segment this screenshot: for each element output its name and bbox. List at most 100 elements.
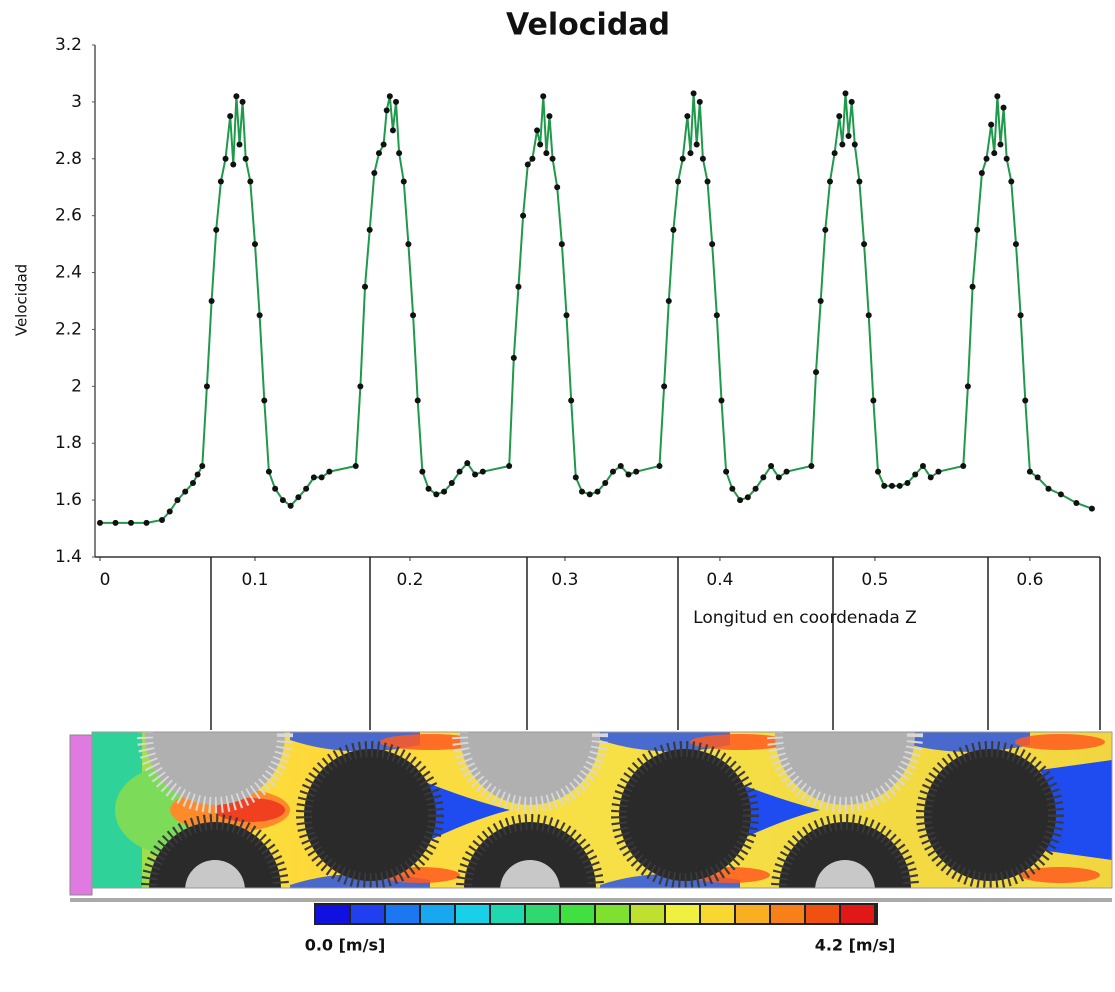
- data-point: [831, 150, 838, 157]
- data-point: [665, 298, 672, 304]
- data-point: [230, 161, 237, 168]
- chart-title: Velocidad: [506, 8, 670, 43]
- data-point: [433, 491, 440, 498]
- data-point: [690, 90, 697, 97]
- colorbar-swatch: [701, 905, 734, 923]
- data-point: [808, 462, 815, 469]
- colorbar-swatch: [386, 905, 419, 923]
- data-point: [362, 283, 369, 290]
- data-point: [515, 283, 522, 290]
- data-point: [143, 519, 150, 526]
- data-point: [295, 494, 302, 501]
- data-point: [602, 480, 609, 487]
- data-point: [227, 113, 234, 120]
- data-point: [865, 312, 872, 319]
- data-point: [546, 113, 553, 120]
- data-point: [194, 471, 201, 478]
- divider-lines: [210, 557, 1101, 730]
- data-point: [935, 468, 942, 475]
- y-tick-label: 2.2: [55, 319, 82, 339]
- data-point: [1022, 397, 1029, 404]
- y-tick-label: 2: [71, 376, 82, 396]
- data-point: [217, 178, 224, 185]
- data-point: [448, 480, 455, 487]
- data-point: [974, 226, 981, 233]
- x-axis-label: Longitud en coordenada Z: [693, 608, 917, 628]
- data-point: [410, 312, 417, 319]
- data-point: [919, 462, 926, 469]
- data-point: [912, 471, 919, 478]
- data-line: [100, 93, 1093, 524]
- data-point: [783, 468, 790, 475]
- colorbar-swatch: [806, 905, 839, 923]
- data-point: [633, 468, 640, 475]
- data-point: [456, 468, 463, 475]
- data-point: [848, 98, 855, 105]
- data-point: [729, 485, 736, 492]
- data-point: [127, 519, 134, 526]
- colorbar-swatch: [526, 905, 559, 923]
- data-point: [272, 485, 279, 492]
- data-point: [670, 226, 677, 233]
- data-point: [389, 127, 396, 134]
- data-point: [174, 497, 181, 504]
- data-point: [969, 283, 976, 290]
- data-point: [875, 468, 882, 475]
- colorbar-swatch: [666, 905, 699, 923]
- data-point: [524, 161, 531, 168]
- data-point: [371, 170, 378, 176]
- colorbar-swatch: [561, 905, 594, 923]
- x-tick-label: 0.1: [241, 570, 268, 590]
- data-point: [994, 93, 1001, 100]
- data-point: [506, 462, 513, 469]
- data-point: [1003, 155, 1010, 162]
- data-point: [888, 482, 895, 489]
- data-point: [510, 354, 517, 361]
- y-tick-label: 1.4: [55, 547, 82, 567]
- x-tick-label: 0.2: [396, 570, 423, 590]
- data-point: [870, 397, 877, 404]
- data-point: [558, 241, 565, 248]
- data-point: [699, 155, 706, 162]
- data-point: [400, 178, 407, 185]
- data-point: [856, 178, 863, 185]
- data-point: [839, 141, 846, 148]
- data-point: [414, 397, 421, 404]
- data-point: [927, 474, 934, 481]
- data-point: [609, 468, 616, 475]
- data-point: [737, 497, 744, 504]
- data-point: [479, 468, 486, 475]
- data-point: [383, 107, 390, 114]
- colorbar-min-label: 0.0 [m/s]: [305, 936, 386, 955]
- data-point: [303, 485, 310, 492]
- data-point: [529, 155, 536, 162]
- data-point: [586, 491, 593, 498]
- data-point: [768, 462, 775, 469]
- data-point: [723, 468, 730, 475]
- data-point: [661, 383, 668, 390]
- data-point: [247, 178, 254, 185]
- data-point: [208, 298, 215, 304]
- x-tick-label: 0.6: [1016, 570, 1043, 590]
- data-point: [817, 298, 824, 304]
- data-point: [158, 517, 165, 524]
- data-point: [1045, 485, 1052, 492]
- y-tick-label: 3: [71, 92, 82, 112]
- data-point: [203, 383, 210, 390]
- data-point: [386, 93, 393, 100]
- colorbar-swatch: [491, 905, 524, 923]
- data-point: [1008, 178, 1015, 185]
- data-point: [1012, 241, 1019, 248]
- data-point: [549, 155, 556, 162]
- data-point: [656, 462, 663, 469]
- data-point: [978, 170, 985, 176]
- data-point: [375, 150, 382, 157]
- data-point: [287, 502, 294, 509]
- colorbar-swatch: [456, 905, 489, 923]
- data-point: [265, 468, 272, 475]
- data-point: [713, 312, 720, 319]
- data-point: [520, 212, 527, 219]
- data-point: [543, 150, 550, 157]
- data-point: [881, 482, 888, 489]
- data-point: [594, 488, 601, 495]
